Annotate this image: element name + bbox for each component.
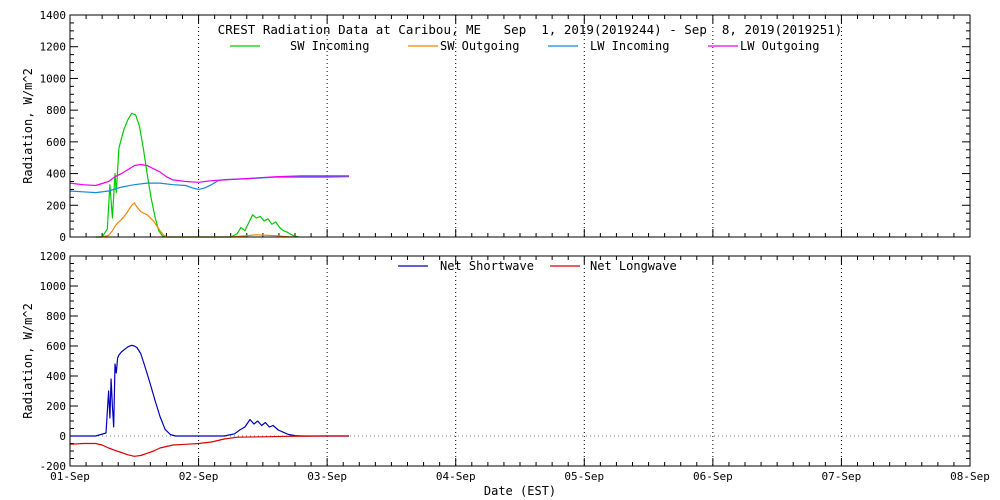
- bottom-ytick-label: -200: [40, 460, 67, 473]
- net-longwave-legend-label: Net Longwave: [590, 259, 677, 273]
- bottom-ytick-label: 1200: [40, 250, 67, 263]
- bottom-plot-frame: [69, 255, 971, 467]
- x-tick-label: 01-Sep: [50, 470, 90, 483]
- bottom-ticks: -200 0 200 400 600 800 1000 1200: [40, 250, 971, 473]
- sw-outgoing-line: [95, 202, 296, 238]
- bottom-panel: -200 0 200 400 600 800 1000 1200 Radiation, W/m…: [21, 250, 990, 498]
- lw-outgoing-legend-label: LW Outgoing: [740, 39, 819, 53]
- x-tick-label: 07-Sep: [822, 470, 862, 483]
- bottom-legend: Net Shortwave Net Longwave: [398, 259, 677, 273]
- sw-incoming-line: [95, 112, 300, 238]
- bottom-ytick-label: 200: [46, 400, 66, 413]
- x-tick-label: 08-Sep: [950, 470, 990, 483]
- x-tick-labels: 01-Sep 02-Sep 03-Sep 04-Sep 05-Sep 06-Sep 07-S…: [50, 470, 990, 483]
- net-longwave-line: [69, 435, 349, 457]
- top-ticks: 0 200 400 600 800 1000 1200 1400: [40, 9, 971, 244]
- x-tick-label: 06-Sep: [693, 470, 733, 483]
- top-ytick-label: 1400: [40, 9, 67, 22]
- x-axis-title: Date (EST): [484, 484, 556, 498]
- sw-incoming-legend-label: SW Incoming: [290, 39, 369, 53]
- top-ytick-label: 200: [46, 199, 66, 212]
- net-shortwave-legend-label: Net Shortwave: [440, 259, 534, 273]
- bottom-y-axis-title: Radiation, W/m^2: [21, 303, 35, 419]
- net-shortwave-line: [70, 344, 349, 437]
- top-chart-title: CREST Radiation Data at Caribou, ME Sep …: [218, 22, 843, 37]
- x-tick-label: 05-Sep: [564, 470, 604, 483]
- lw-outgoing-line: [69, 163, 349, 187]
- top-ytick-label: 800: [46, 104, 66, 117]
- top-legend: SW Incoming SW Outgoing LW Incoming LW Outg…: [230, 39, 819, 53]
- bottom-grid: [70, 256, 970, 466]
- top-ytick-label: 400: [46, 168, 66, 181]
- top-ytick-label: 1000: [40, 72, 67, 85]
- top-ytick-label: 0: [59, 231, 66, 244]
- top-series: [69, 112, 350, 238]
- lw-incoming-legend-label: LW Incoming: [590, 39, 669, 53]
- x-tick-label: 03-Sep: [307, 470, 347, 483]
- bottom-ytick-label: 0: [59, 430, 66, 443]
- top-ytick-label: 1200: [40, 41, 67, 54]
- bottom-ytick-label: 1000: [40, 280, 67, 293]
- top-panel: 0 200 400 600 800 1000 1200 1400 CREST Radiatio…: [21, 9, 971, 244]
- x-tick-label: 04-Sep: [436, 470, 476, 483]
- top-ytick-label: 600: [46, 136, 66, 149]
- bottom-series: [69, 344, 349, 457]
- top-plot-frame: [69, 14, 971, 238]
- bottom-ytick-label: 400: [46, 370, 66, 383]
- bottom-ytick-label: 600: [46, 340, 66, 353]
- top-grid: [198, 15, 842, 237]
- x-tick-label: 02-Sep: [179, 470, 219, 483]
- sw-outgoing-legend-label: SW Outgoing: [440, 39, 519, 53]
- top-y-axis-title: Radiation, W/m^2: [21, 68, 35, 184]
- bottom-ytick-label: 800: [46, 310, 66, 323]
